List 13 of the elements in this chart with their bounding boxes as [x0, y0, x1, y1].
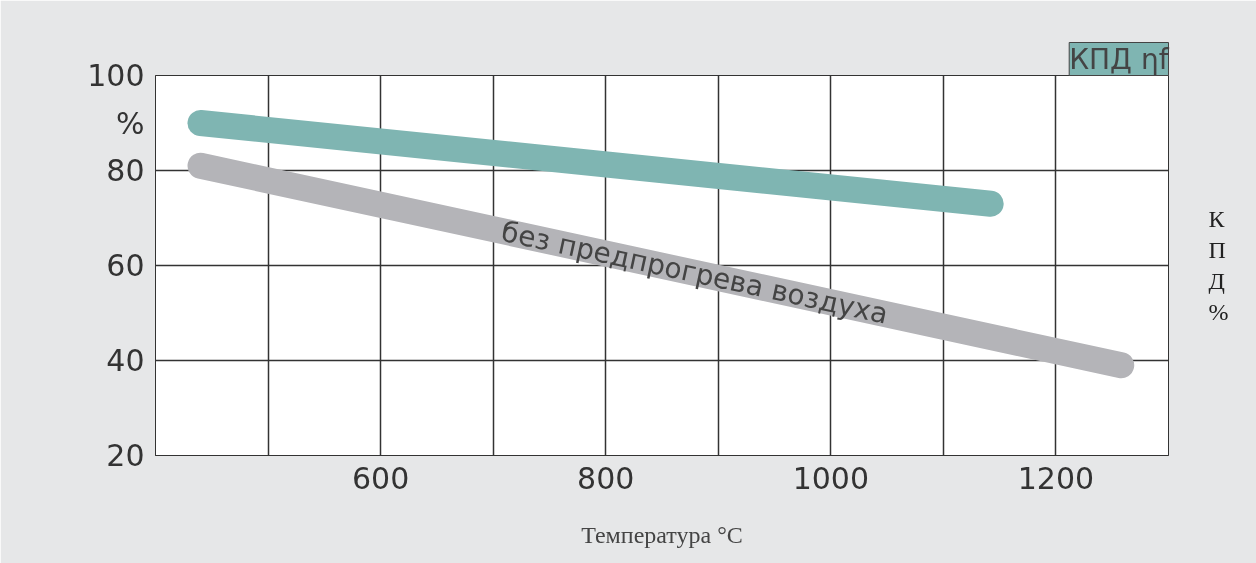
y-tick-label: 100 — [87, 58, 145, 93]
y-tick-label: 60 — [106, 248, 145, 283]
y-axis-title: КПД % — [1208, 205, 1229, 326]
x-tick-label: 600 — [351, 460, 410, 496]
y-tick-label: % — [115, 105, 145, 141]
y-tick-label: 40 — [106, 343, 145, 378]
x-tick-label: 1000 — [792, 460, 870, 496]
y-tick-label: 80 — [106, 153, 145, 188]
x-axis-title: Температура °C — [581, 521, 743, 548]
x-tick-label: 800 — [577, 460, 635, 496]
text: КПД ηf — [1069, 42, 1170, 76]
y-tick-label: 20 — [106, 438, 145, 473]
x-tick-label: 1200 — [1017, 460, 1095, 496]
